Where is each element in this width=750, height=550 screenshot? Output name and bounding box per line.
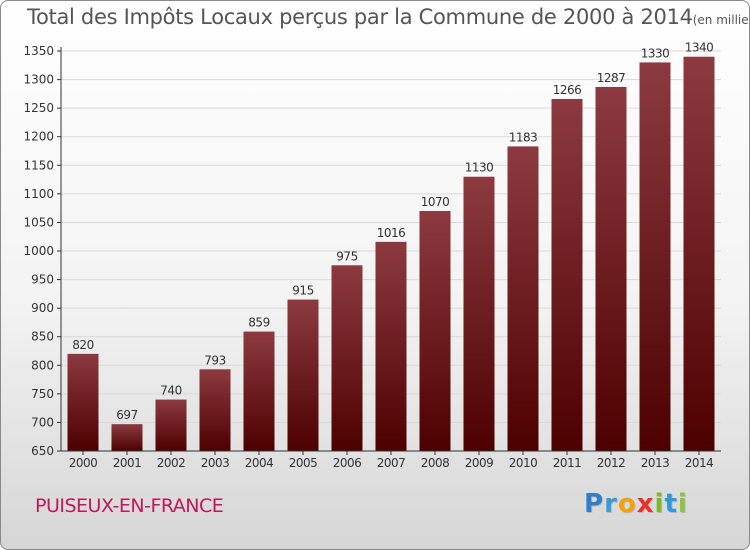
bar-value-label: 740 [160,384,181,398]
x-tick-label: 2014 [685,456,714,470]
bar-value-label: 1070 [421,195,450,209]
logo-letter: P [584,489,605,519]
x-tick-label: 2007 [377,456,406,470]
chart-title: Total des Impôts Locaux perçus par la Co… [27,5,749,29]
bar-2007 [375,241,407,451]
y-tick-label: 1300 [23,73,54,87]
y-tick-label: 1200 [23,130,54,144]
bar-2002 [155,399,187,451]
x-tick-label: 2008 [421,456,450,470]
x-tick-label: 2011 [553,456,582,470]
y-tick-label: 1100 [23,187,54,201]
logo-letter: i [677,489,688,519]
bar-2001 [111,424,143,451]
bar-2010 [507,146,539,451]
logo-letter: o [617,489,637,519]
bar-value-label: 1330 [641,46,670,60]
commune-name: PUISEUX-EN-FRANCE [35,495,224,517]
bar-value-label: 1266 [553,83,582,97]
bar-value-label: 1287 [597,71,626,85]
x-tick-label: 2009 [465,456,494,470]
x-tick-label: 2002 [157,456,186,470]
bar-value-label: 793 [204,353,225,367]
y-tick-label: 850 [31,330,54,344]
y-tick-label: 1000 [23,244,54,258]
x-tick-label: 2012 [597,456,626,470]
bars: 820 697 740 793 859 915 975 1016 1070 1130 1183 126… [67,41,715,452]
y-tick-label: 1050 [23,215,54,229]
bar-2006 [331,265,363,451]
proxiti-logo[interactable]: Proxiti [584,489,688,519]
y-tick-label: 650 [31,444,54,458]
bar-value-label: 820 [72,338,93,352]
x-tick-label: 2005 [289,456,318,470]
y-tick-label: 1150 [23,158,54,172]
bar-2003 [199,369,231,451]
title-unit: (en milliers d'€) [692,13,749,27]
bar-value-label: 1183 [509,130,538,144]
axes: 650 700 750 800 850 900 950 1000 1050 1100 1150 120… [23,44,721,470]
x-tick-label: 2004 [245,456,274,470]
bar-value-label: 1130 [465,161,494,175]
y-tick-label: 1350 [23,44,54,58]
bar-2014 [683,56,715,451]
bar-2000 [67,353,99,451]
logo-letter: i [654,489,665,519]
bar-value-label: 1016 [377,226,406,240]
logo-letter: x [636,489,655,519]
bar-2005 [287,299,319,451]
bar-2004 [243,331,275,451]
bar-value-label: 975 [336,249,357,263]
logo-letter: t [664,489,678,519]
y-tick-label: 750 [31,387,54,401]
y-tick-label: 700 [31,415,54,429]
title-text: Total des Impôts Locaux perçus par la Co… [27,5,693,29]
x-tick-label: 2010 [509,456,538,470]
bar-2009 [463,176,495,451]
bar-value-label: 859 [248,316,269,330]
bar-2013 [639,62,671,452]
logo-letter: r [604,489,618,519]
bar-value-label: 1340 [685,41,714,55]
x-tick-label: 2003 [201,456,230,470]
x-tick-label: 2000 [69,456,98,470]
x-tick-label: 2006 [333,456,362,470]
bar-2008 [419,211,451,451]
x-tick-label: 2013 [641,456,670,470]
bar-value-label: 697 [116,408,137,422]
y-tick-label: 800 [31,358,54,372]
y-tick-label: 950 [31,273,54,287]
x-tick-label: 2001 [113,456,142,470]
bar-2012 [595,87,627,451]
y-tick-label: 1250 [23,101,54,115]
bar-2011 [551,99,583,451]
bar-value-label: 915 [292,284,313,298]
y-tick-label: 900 [31,301,54,315]
